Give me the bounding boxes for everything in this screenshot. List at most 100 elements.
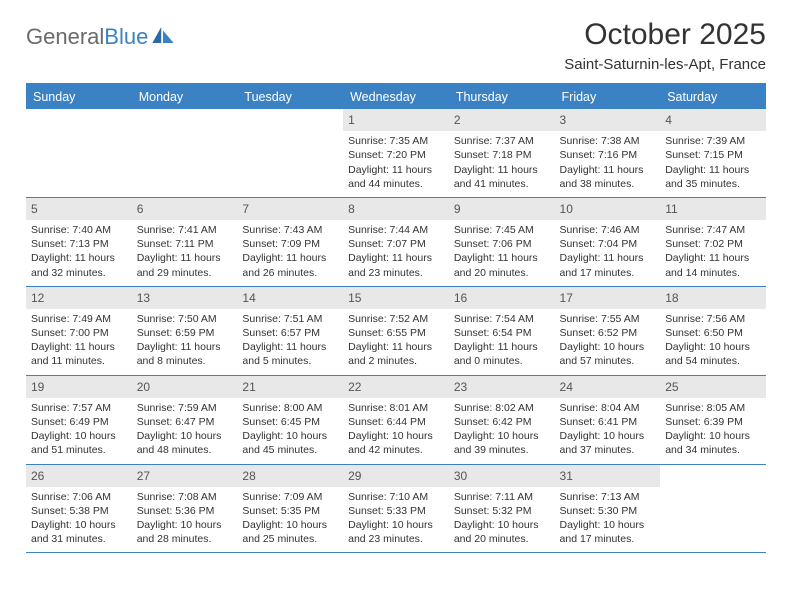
day-cell: 13Sunrise: 7:50 AMSunset: 6:59 PMDayligh…: [132, 286, 238, 375]
day-number: 17: [555, 287, 661, 309]
day-cell: 19Sunrise: 7:57 AMSunset: 6:49 PMDayligh…: [26, 375, 132, 464]
sunset-text: Sunset: 7:02 PM: [665, 237, 761, 251]
daylight-text: Daylight: 11 hours: [454, 251, 550, 265]
day-number: 29: [343, 465, 449, 487]
day-details: Sunrise: 8:04 AMSunset: 6:41 PMDaylight:…: [560, 401, 656, 458]
day-number: 5: [26, 198, 132, 220]
daylight-text: Daylight: 10 hours: [665, 340, 761, 354]
day-details: Sunrise: 8:02 AMSunset: 6:42 PMDaylight:…: [454, 401, 550, 458]
day-details: Sunrise: 7:06 AMSunset: 5:38 PMDaylight:…: [31, 490, 127, 547]
day-number: 13: [132, 287, 238, 309]
day-cell: 1Sunrise: 7:35 AMSunset: 7:20 PMDaylight…: [343, 109, 449, 197]
sunrise-text: Sunrise: 7:47 AM: [665, 223, 761, 237]
sunset-text: Sunset: 7:04 PM: [560, 237, 656, 251]
sunrise-text: Sunrise: 8:02 AM: [454, 401, 550, 415]
day-cell: 4Sunrise: 7:39 AMSunset: 7:15 PMDaylight…: [660, 109, 766, 197]
daylight-text: Daylight: 10 hours: [454, 518, 550, 532]
day-details: Sunrise: 7:40 AMSunset: 7:13 PMDaylight:…: [31, 223, 127, 280]
daylight-text: and 14 minutes.: [665, 266, 761, 280]
daylight-text: and 44 minutes.: [348, 177, 444, 191]
header-thursday: Thursday: [449, 84, 555, 109]
daylight-text: and 23 minutes.: [348, 532, 444, 546]
sunset-text: Sunset: 7:13 PM: [31, 237, 127, 251]
day-details: Sunrise: 7:37 AMSunset: 7:18 PMDaylight:…: [454, 134, 550, 191]
daylight-text: and 8 minutes.: [137, 354, 233, 368]
sunrise-text: Sunrise: 7:51 AM: [242, 312, 338, 326]
sunrise-text: Sunrise: 7:44 AM: [348, 223, 444, 237]
week-row: 12Sunrise: 7:49 AMSunset: 7:00 PMDayligh…: [26, 286, 766, 375]
week-row: 5 Sunrise: 7:40 AMSunset: 7:13 PMDaylight…: [26, 197, 766, 286]
day-details: Sunrise: 7:56 AMSunset: 6:50 PMDaylight:…: [665, 312, 761, 369]
daylight-text: and 51 minutes.: [31, 443, 127, 457]
sunrise-text: Sunrise: 8:05 AM: [665, 401, 761, 415]
daylight-text: and 39 minutes.: [454, 443, 550, 457]
day-cell: 7Sunrise: 7:43 AMSunset: 7:09 PMDaylight…: [237, 197, 343, 286]
day-number: 23: [449, 376, 555, 398]
day-number: 31: [555, 465, 661, 487]
sunrise-text: Sunrise: 7:37 AM: [454, 134, 550, 148]
daylight-text: and 20 minutes.: [454, 266, 550, 280]
day-number: 1: [343, 109, 449, 131]
sunrise-text: Sunrise: 7:38 AM: [560, 134, 656, 148]
daylight-text: Daylight: 11 hours: [560, 251, 656, 265]
location-label: Saint-Saturnin-les-Apt, France: [564, 56, 766, 73]
day-cell: 14Sunrise: 7:51 AMSunset: 6:57 PMDayligh…: [237, 286, 343, 375]
daylight-text: and 20 minutes.: [454, 532, 550, 546]
daylight-text: Daylight: 10 hours: [137, 429, 233, 443]
day-cell: 15Sunrise: 7:52 AMSunset: 6:55 PMDayligh…: [343, 286, 449, 375]
sunrise-text: Sunrise: 7:13 AM: [560, 490, 656, 504]
day-cell: 11 Sunrise: 7:47 AMSunset: 7:02 PMDayligh…: [660, 197, 766, 286]
daylight-text: and 45 minutes.: [242, 443, 338, 457]
day-number: 21: [237, 376, 343, 398]
sunrise-text: Sunrise: 7:08 AM: [137, 490, 233, 504]
header-sunday: Sunday: [26, 84, 132, 109]
sunrise-text: Sunrise: 7:06 AM: [31, 490, 127, 504]
daylight-text: Daylight: 11 hours: [665, 251, 761, 265]
daylight-text: and 42 minutes.: [348, 443, 444, 457]
sunset-text: Sunset: 6:55 PM: [348, 326, 444, 340]
daylight-text: and 57 minutes.: [560, 354, 656, 368]
daylight-text: Daylight: 11 hours: [242, 251, 338, 265]
daylight-text: Daylight: 11 hours: [137, 251, 233, 265]
day-cell: 9Sunrise: 7:45 AMSunset: 7:06 PMDaylight…: [449, 197, 555, 286]
daylight-text: and 32 minutes.: [31, 266, 127, 280]
day-details: Sunrise: 7:38 AMSunset: 7:16 PMDaylight:…: [560, 134, 656, 191]
daylight-text: Daylight: 10 hours: [560, 429, 656, 443]
header-wednesday: Wednesday: [343, 84, 449, 109]
day-details: Sunrise: 7:09 AMSunset: 5:35 PMDaylight:…: [242, 490, 338, 547]
daylight-text: and 5 minutes.: [242, 354, 338, 368]
day-cell: 2 Sunrise: 7:37 AMSunset: 7:18 PMDaylight…: [449, 109, 555, 197]
daylight-text: Daylight: 11 hours: [137, 340, 233, 354]
day-number: 9: [449, 198, 555, 220]
day-details: Sunrise: 8:05 AMSunset: 6:39 PMDaylight:…: [665, 401, 761, 458]
day-number: 19: [26, 376, 132, 398]
daylight-text: Daylight: 11 hours: [454, 163, 550, 177]
sunrise-text: Sunrise: 7:09 AM: [242, 490, 338, 504]
sunset-text: Sunset: 6:57 PM: [242, 326, 338, 340]
daylight-text: and 34 minutes.: [665, 443, 761, 457]
day-details: Sunrise: 8:00 AMSunset: 6:45 PMDaylight:…: [242, 401, 338, 458]
day-number: 2: [449, 109, 555, 131]
day-number: 11: [660, 198, 766, 220]
title-block: October 2025 Saint-Saturnin-les-Apt, Fra…: [564, 18, 766, 73]
day-number: 8: [343, 198, 449, 220]
sunset-text: Sunset: 6:45 PM: [242, 415, 338, 429]
day-details: Sunrise: 7:47 AMSunset: 7:02 PMDaylight:…: [665, 223, 761, 280]
daylight-text: and 31 minutes.: [31, 532, 127, 546]
sunset-text: Sunset: 6:47 PM: [137, 415, 233, 429]
day-details: Sunrise: 7:11 AMSunset: 5:32 PMDaylight:…: [454, 490, 550, 547]
calendar-table: Sunday Monday Tuesday Wednesday Thursday…: [26, 83, 766, 553]
sunset-text: Sunset: 5:30 PM: [560, 504, 656, 518]
logo-word2: Blue: [104, 24, 148, 49]
sunset-text: Sunset: 7:06 PM: [454, 237, 550, 251]
sunset-text: Sunset: 6:44 PM: [348, 415, 444, 429]
daylight-text: and 29 minutes.: [137, 266, 233, 280]
month-title: October 2025: [564, 18, 766, 52]
daylight-text: and 38 minutes.: [560, 177, 656, 191]
sunset-text: Sunset: 7:20 PM: [348, 148, 444, 162]
daylight-text: and 17 minutes.: [560, 266, 656, 280]
daylight-text: Daylight: 10 hours: [348, 429, 444, 443]
daylight-text: Daylight: 11 hours: [348, 340, 444, 354]
daylight-text: and 54 minutes.: [665, 354, 761, 368]
sunrise-text: Sunrise: 7:46 AM: [560, 223, 656, 237]
